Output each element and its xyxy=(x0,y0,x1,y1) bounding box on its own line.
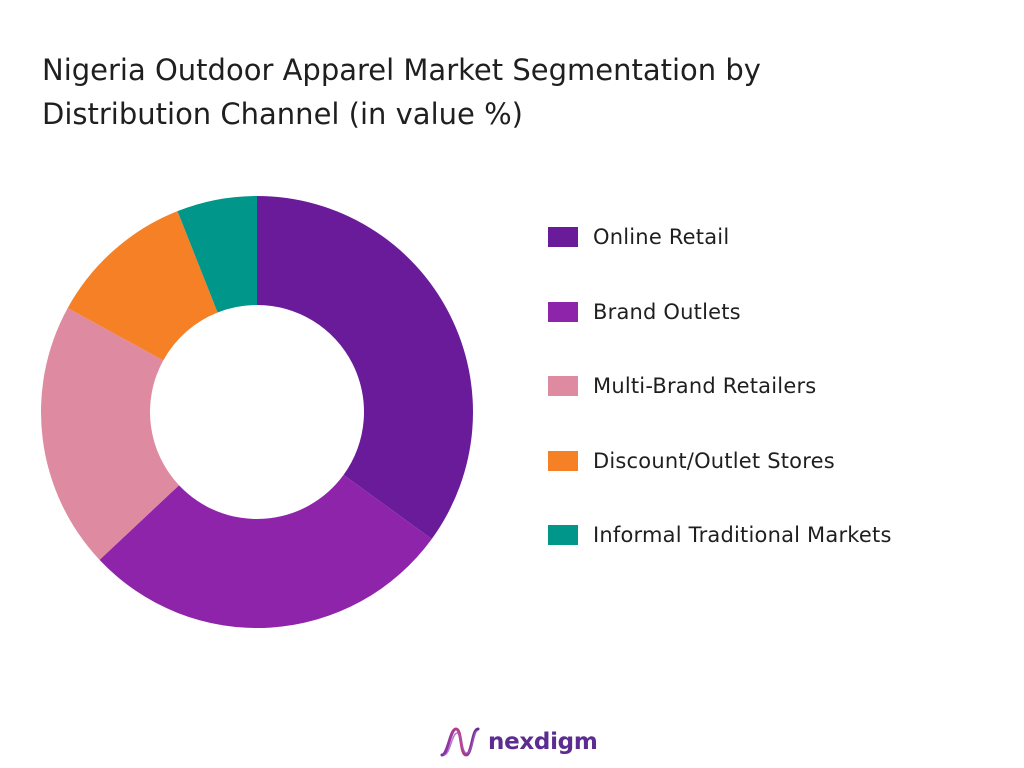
nexdigm-logo-icon xyxy=(440,727,480,757)
legend-swatch-multi-brand-retailers xyxy=(548,376,578,396)
legend-label-informal-traditional-markets: Informal Traditional Markets xyxy=(593,523,892,547)
legend-label-multi-brand-retailers: Multi-Brand Retailers xyxy=(593,374,817,398)
legend-label-online-retail: Online Retail xyxy=(593,225,730,249)
chart-title-line-2: Distribution Channel (in value %) xyxy=(42,97,523,131)
donut-slice-brand-outlets xyxy=(99,474,432,629)
legend-swatch-online-retail xyxy=(548,227,578,247)
brand-name: nexdigm xyxy=(488,729,598,755)
donut-slice-online-retail xyxy=(257,196,474,539)
legend-swatch-brand-outlets xyxy=(548,301,578,322)
donut-slice-informal-traditional-markets xyxy=(177,196,257,313)
donut-chart xyxy=(41,196,474,629)
legend-item-online-retail: Online Retail xyxy=(548,220,729,254)
legend-swatch-discount-outlet-stores xyxy=(548,450,578,471)
brand-logo: nexdigm xyxy=(440,722,598,762)
chart-title: Nigeria Outdoor Apparel Market Segmentat… xyxy=(42,48,942,136)
donut-slice-multi-brand-retailers xyxy=(41,307,180,560)
legend-item-informal-traditional-markets: Informal Traditional Markets xyxy=(548,518,892,552)
legend-swatch-informal-traditional-markets xyxy=(548,525,578,545)
chart-title-line-1: Nigeria Outdoor Apparel Market Segmentat… xyxy=(42,53,761,87)
legend-label-brand-outlets: Brand Outlets xyxy=(593,299,741,324)
legend-item-multi-brand-retailers: Multi-Brand Retailers xyxy=(548,369,816,403)
legend-label-discount-outlet-stores: Discount/Outlet Stores xyxy=(593,448,835,473)
donut-slice-discount-outlet-stores xyxy=(67,211,218,361)
legend-item-brand-outlets: Brand Outlets xyxy=(548,295,741,329)
donut-chart-svg xyxy=(41,196,474,629)
legend-item-discount-outlet-stores: Discount/Outlet Stores xyxy=(548,444,835,478)
